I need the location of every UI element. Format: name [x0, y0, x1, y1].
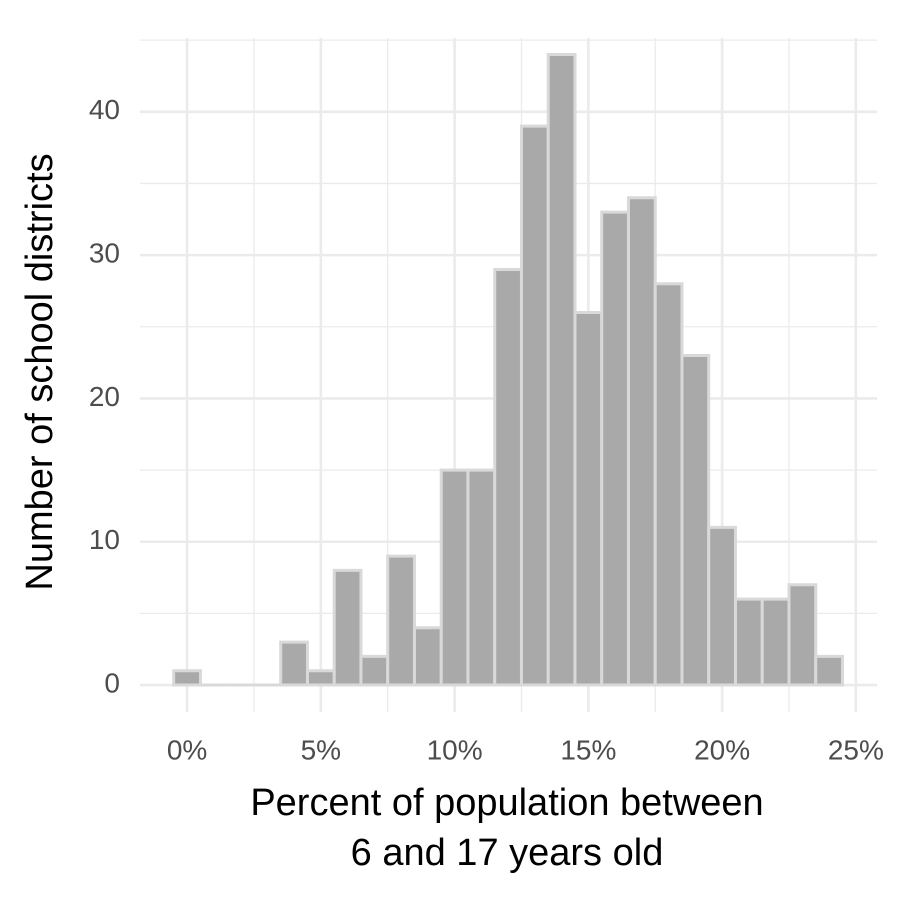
histogram-bar [680, 353, 711, 687]
x-axis-title: Percent of population between [250, 782, 763, 824]
histogram-bar [626, 196, 657, 687]
x-tick-label: 25% [828, 734, 884, 765]
bars [172, 52, 844, 687]
histogram-bar [279, 640, 309, 687]
histogram-bar [493, 267, 523, 687]
histogram-bar [359, 654, 390, 687]
x-tick-label: 0% [167, 734, 207, 765]
histogram-bar [305, 669, 336, 687]
y-tick-label: 0 [104, 667, 120, 698]
y-tick-label: 20 [89, 381, 120, 412]
y-tick-label: 40 [89, 94, 120, 125]
histogram-bar [707, 525, 737, 687]
histogram-bar [814, 654, 844, 687]
histogram-bar [332, 568, 363, 687]
histogram-bar [760, 597, 791, 687]
histogram-bar [600, 210, 630, 687]
histogram-bar [787, 583, 818, 687]
x-axis-title: 6 and 17 years old [351, 832, 664, 874]
x-tick-label: 20% [694, 734, 750, 765]
histogram-bar [573, 310, 604, 687]
histogram-bar [546, 52, 577, 687]
x-tick-label: 10% [427, 734, 483, 765]
x-tick-label: 15% [560, 734, 616, 765]
histogram-bar [172, 669, 202, 687]
y-tick-label: 10 [89, 524, 120, 555]
histogram-bar [412, 626, 443, 687]
x-tick-label: 5% [301, 734, 341, 765]
histogram-bar [466, 468, 497, 687]
y-axis-title: Number of school districts [19, 153, 61, 590]
y-tick-label: 30 [89, 238, 120, 269]
histogram-bar [733, 597, 764, 687]
histogram-bar [519, 124, 550, 687]
labels: 0% 5% 10% 15% 20% 25% 0 10 20 30 40 [89, 94, 884, 765]
histogram-bar [653, 282, 684, 687]
histogram-bar [439, 468, 470, 687]
histogram-bar [386, 554, 416, 687]
